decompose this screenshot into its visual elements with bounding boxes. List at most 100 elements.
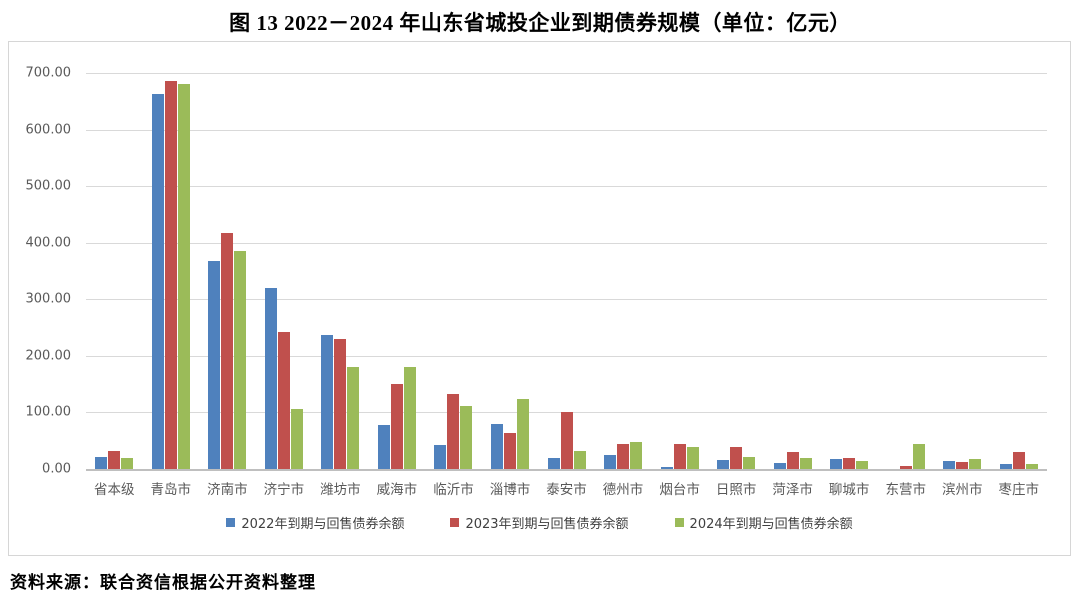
x-axis-label: 潍坊市 [320,482,361,498]
bar [943,461,956,469]
bar [573,451,586,469]
y-axis-tick-label: 100.00 [25,404,72,420]
bar-group [595,73,652,469]
bar [221,233,234,469]
bar [560,412,573,469]
bar-group [369,73,426,469]
x-axis-labels: 省本级 青岛市 济南市 济宁市 潍坊市 威海市 临沂市 淄博市 泰安市 德州市 烟台市 日照市 菏泽市聊… [86,478,1047,498]
x-axis-label: 滨州市 [941,482,983,498]
legend-item: 2022年到期与回售债券余额 [226,513,404,532]
bar-group [877,73,934,469]
legend-item: 2023年到期与回售债券余额 [450,513,629,532]
bar-group [764,73,821,469]
legend-swatch-icon [226,518,236,527]
bar-group [143,73,200,469]
bar [177,84,190,469]
bar-group [86,73,143,469]
x-axis-label: 德州市 [602,482,644,498]
y-axis-tick-label: 600.00 [25,122,72,138]
bar [377,425,390,469]
bar [234,251,247,469]
bar [503,433,516,469]
bar [604,455,617,469]
bar [121,458,134,469]
x-axis-label: 菏泽市 [772,482,813,498]
legend-label: 2022年到期与回售债券余额 [241,517,405,532]
y-axis-tick-label: 0.00 [42,461,71,477]
bar [516,399,529,469]
gridline [86,355,1047,357]
bar [630,442,643,469]
gridline [86,73,1047,74]
bar [151,94,164,469]
bar [264,288,277,469]
bar [1025,464,1038,469]
bar-group [482,73,539,469]
bars-row [86,73,1047,469]
y-axis-tick-label: 400.00 [25,235,72,251]
legend-label: 2023年到期与回售债券余额 [465,517,629,532]
x-axis-label: 烟台市 [659,482,700,498]
bar [999,464,1012,469]
bar [717,460,730,469]
bar [490,424,503,469]
legend: 2022年到期与回售债券余额 2023年到期与回售债券余额 2024年到期与回售债券… [9,513,1070,532]
bar [290,409,303,469]
bar-group [538,73,595,469]
bar [95,457,108,469]
bar [617,444,630,469]
bar [108,451,121,469]
x-axis-label: 聊城市 [828,482,870,498]
x-axis-label: 东营市 [885,482,926,498]
chart-area: 700.00 600.00 500.00 400.00 300.00 200.00 100.… [8,41,1071,556]
bar-group [821,73,878,469]
bar [660,467,673,469]
bar-group [312,73,369,469]
bar [321,335,334,469]
y-axis-tick-label: 300.00 [25,291,72,307]
x-axis-line [86,469,1047,471]
bar [686,447,699,469]
bar [334,339,347,469]
bar [899,466,912,469]
bar [164,81,177,469]
bar [208,261,221,469]
bar [786,452,799,469]
bar [730,447,743,469]
x-axis-label: 省本级 [94,482,135,498]
bar-group [934,73,991,469]
x-axis-label: 枣庄市 [998,482,1040,498]
bar [547,458,560,469]
bar [347,367,360,469]
bar [277,332,290,469]
bar [390,384,403,469]
legend-swatch-icon [450,518,460,527]
gridline [86,299,1047,301]
bar-group [256,73,313,469]
bar-group [199,73,256,469]
y-axis-tick-label: 700.00 [25,65,72,81]
bar [460,406,473,469]
plot-area: 700.00 600.00 500.00 400.00 300.00 200.00 100.… [9,42,1070,555]
bar [743,457,756,469]
bar [447,394,460,469]
bar [956,462,969,469]
x-axis-label: 淄博市 [489,482,531,498]
bar [969,459,982,469]
bar [773,463,786,469]
bar [856,461,869,469]
x-axis-label: 济南市 [207,482,248,498]
bar [434,445,447,469]
legend-swatch-icon [674,518,684,527]
x-axis-label: 济宁市 [263,482,305,498]
bar [830,459,843,469]
bar-group [651,73,708,469]
x-axis-label: 日照市 [715,482,757,498]
bar [673,444,686,469]
bar [912,444,925,469]
bar [403,367,416,469]
x-axis-label: 威海市 [376,482,418,498]
y-axis-tick-label: 500.00 [25,178,72,194]
bar-group [425,73,482,469]
bar [843,458,856,469]
